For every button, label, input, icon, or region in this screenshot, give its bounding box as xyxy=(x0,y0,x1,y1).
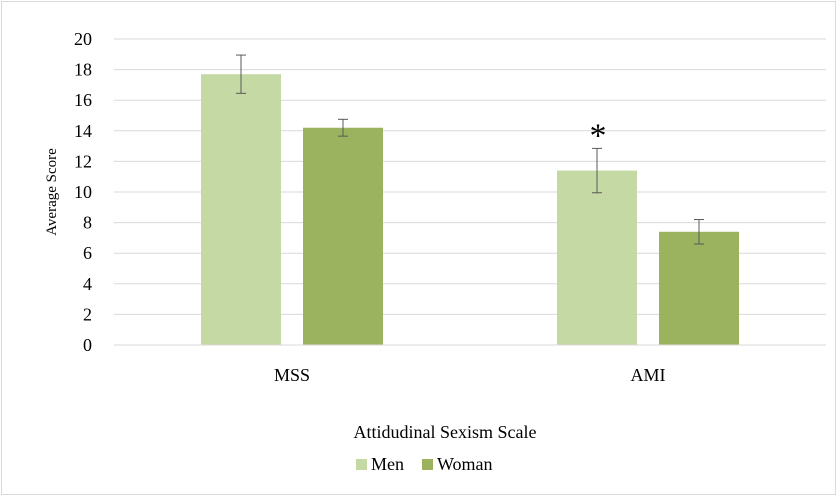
y-tick-label-20: 20 xyxy=(74,29,92,49)
y-tick-label-18: 18 xyxy=(74,60,92,80)
legend-item-woman: Woman xyxy=(422,454,493,474)
bar-woman-mss xyxy=(303,127,383,346)
y-tick-label-14: 14 xyxy=(74,121,92,141)
y-tick-label-12: 12 xyxy=(74,151,92,171)
legend-label-men: Men xyxy=(371,454,404,474)
error-bar-men-ami xyxy=(592,147,602,194)
significance-annotation: * xyxy=(590,117,607,154)
legend-swatch-woman xyxy=(422,459,433,470)
legend: Men Woman xyxy=(356,454,493,474)
y-tick-label-4: 4 xyxy=(83,274,92,294)
y-tick-label-0: 0 xyxy=(83,335,92,355)
bars xyxy=(201,74,739,346)
error-bar-woman-ami xyxy=(694,219,704,245)
x-tick-label-ami: AMI xyxy=(631,365,666,385)
y-tick-label-10: 10 xyxy=(74,182,92,202)
x-tick-label-mss: MSS xyxy=(274,365,310,385)
y-tick-label-6: 6 xyxy=(83,243,92,263)
y-tick-label-2: 2 xyxy=(83,304,92,324)
error-bars xyxy=(236,54,704,245)
legend-swatch-men xyxy=(356,459,367,470)
y-axis-ticks: 0 2 4 6 8 10 12 14 16 18 20 xyxy=(74,29,92,355)
error-bar-woman-mss xyxy=(338,118,348,137)
x-axis-label: Attidudinal Sexism Scale xyxy=(354,422,537,442)
bar-men-mss xyxy=(201,74,281,345)
error-bar-men-mss xyxy=(236,54,246,94)
y-tick-label-8: 8 xyxy=(83,213,92,233)
y-axis-label: Average Score xyxy=(44,148,60,236)
legend-item-men: Men xyxy=(356,454,404,474)
bar-woman-ami xyxy=(659,231,739,345)
legend-label-woman: Woman xyxy=(437,454,493,474)
x-axis-categories: MSS AMI xyxy=(274,365,666,385)
annotations: * xyxy=(590,117,607,154)
bar-men-ami xyxy=(557,170,637,345)
y-tick-label-16: 16 xyxy=(74,90,92,110)
